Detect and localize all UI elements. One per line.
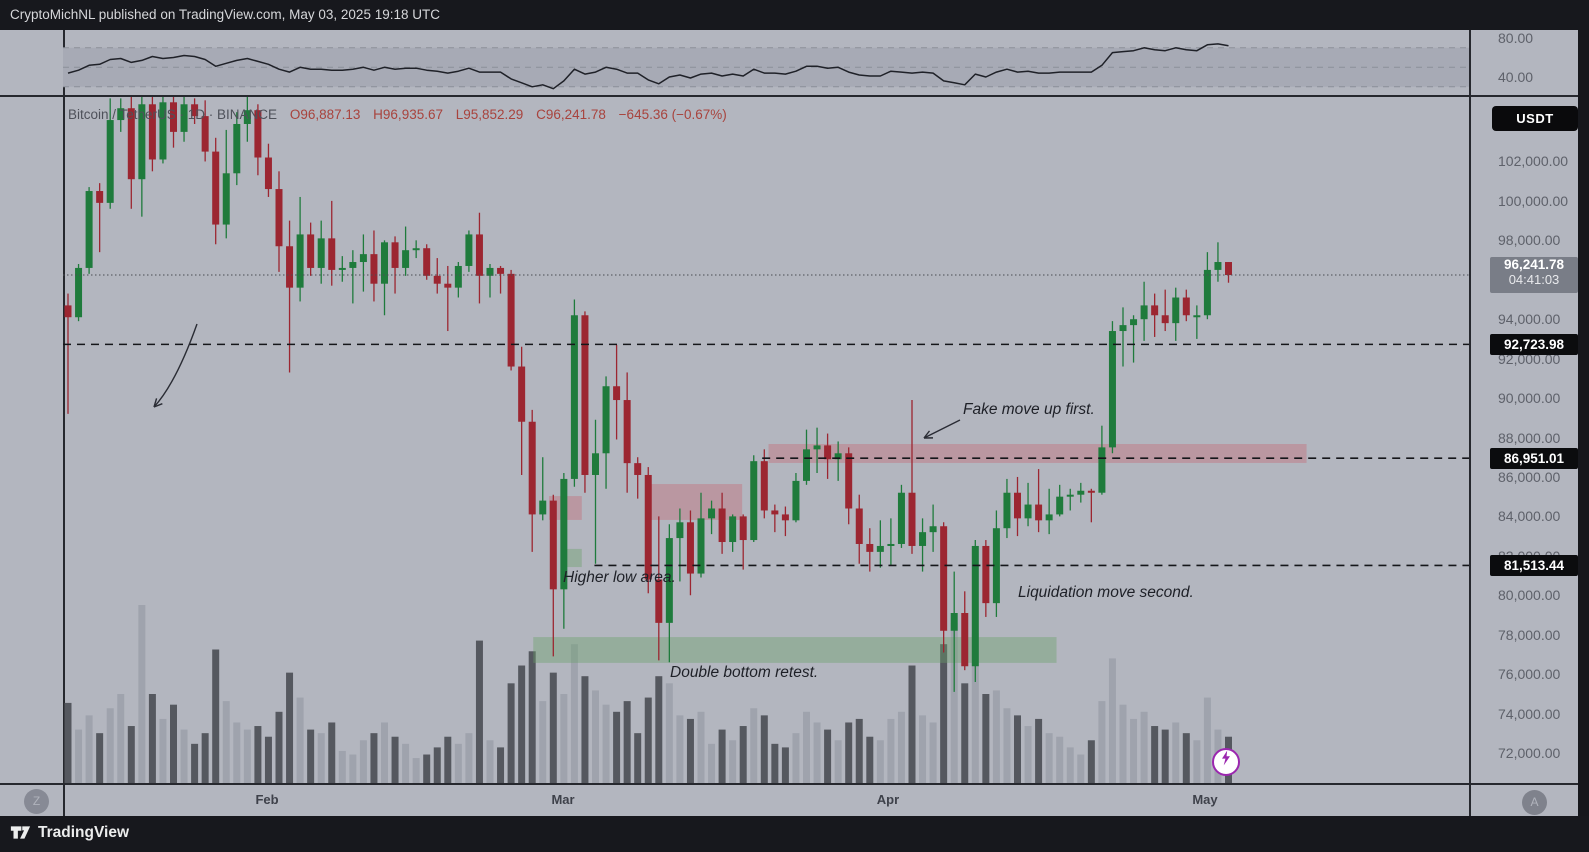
ohlc-open: O96,887.13 bbox=[289, 107, 361, 122]
tradingview-wordmark: TradingView bbox=[38, 823, 130, 841]
symbol-ohlc-readout: Bitcoin / TetherUS · 1D · BINANCE O96,88… bbox=[68, 107, 727, 122]
ohlc-change: −645.36 (−0.67%) bbox=[618, 107, 727, 122]
price-tick: 86,000.00 bbox=[1498, 468, 1561, 485]
price-tick: 84,000.00 bbox=[1498, 508, 1561, 525]
ohlc-high: H96,935.67 bbox=[373, 107, 443, 122]
price-tick: 80,000.00 bbox=[1498, 587, 1561, 604]
left-gutter-divider bbox=[63, 30, 65, 816]
bar-countdown: 04:41:03 bbox=[1508, 271, 1560, 287]
price-tick: 74,000.00 bbox=[1498, 705, 1561, 722]
current-price-badge: 96,241.78 04:41:03 bbox=[1490, 256, 1578, 293]
price-tick: 78,000.00 bbox=[1498, 626, 1561, 643]
price-tick: 100,000.00 bbox=[1498, 192, 1569, 209]
tradingview-mark-icon bbox=[10, 826, 31, 839]
time-axis-divider[interactable] bbox=[0, 783, 1578, 785]
price-tick: 90,000.00 bbox=[1498, 390, 1561, 407]
price-tick: 88,000.00 bbox=[1498, 429, 1561, 446]
annotation-text[interactable]: Fake move up first. bbox=[963, 401, 1095, 418]
time-axis-month-may[interactable]: May bbox=[1192, 792, 1218, 807]
current-price-value: 96,241.78 bbox=[1503, 256, 1565, 272]
lightning-bolt-icon bbox=[1222, 750, 1230, 766]
tradingview-logo[interactable]: TradingView bbox=[10, 822, 129, 843]
symbol-title[interactable]: Bitcoin / TetherUS · 1D · BINANCE bbox=[68, 107, 278, 122]
rsi-tick: 40.00 bbox=[1498, 69, 1534, 85]
price-level-badge: 81,513.44 bbox=[1490, 554, 1578, 576]
publish-banner-text: CryptoMichNL published on TradingView.co… bbox=[10, 7, 440, 22]
price-tick: 94,000.00 bbox=[1498, 311, 1561, 328]
boost-button[interactable] bbox=[1212, 748, 1240, 776]
ohlc-low: L95,852.29 bbox=[455, 107, 524, 122]
price-axis-divider[interactable] bbox=[1469, 30, 1471, 816]
chart-background bbox=[0, 30, 1578, 816]
time-axis-month-apr[interactable]: Apr bbox=[876, 792, 900, 807]
pane-divider[interactable] bbox=[0, 95, 1578, 97]
timezone-button[interactable]: Z bbox=[24, 789, 49, 814]
ohlc-close: C96,241.78 bbox=[536, 107, 606, 122]
annotation-text[interactable]: Higher low area. bbox=[563, 569, 676, 586]
auto-scale-button[interactable]: A bbox=[1522, 790, 1547, 815]
currency-badge[interactable]: USDT bbox=[1492, 106, 1578, 131]
price-level-badge: 86,951.01 bbox=[1490, 447, 1578, 469]
annotation-text[interactable]: Liquidation move second. bbox=[1018, 584, 1194, 601]
time-axis-month-mar[interactable]: Mar bbox=[551, 792, 575, 807]
annotation-text[interactable]: Double bottom retest. bbox=[670, 664, 819, 681]
footer bbox=[0, 816, 1589, 852]
price-level-badge: 92,723.98 bbox=[1490, 333, 1578, 355]
price-tick: 72,000.00 bbox=[1498, 745, 1561, 761]
price-tick: 102,000.00 bbox=[1498, 153, 1569, 170]
price-tick: 76,000.00 bbox=[1498, 666, 1561, 683]
rsi-tick: 80.00 bbox=[1498, 30, 1534, 46]
price-tick: 98,000.00 bbox=[1498, 232, 1561, 249]
time-axis-month-feb[interactable]: Feb bbox=[255, 792, 279, 807]
publish-banner: CryptoMichNL published on TradingView.co… bbox=[0, 0, 1589, 30]
